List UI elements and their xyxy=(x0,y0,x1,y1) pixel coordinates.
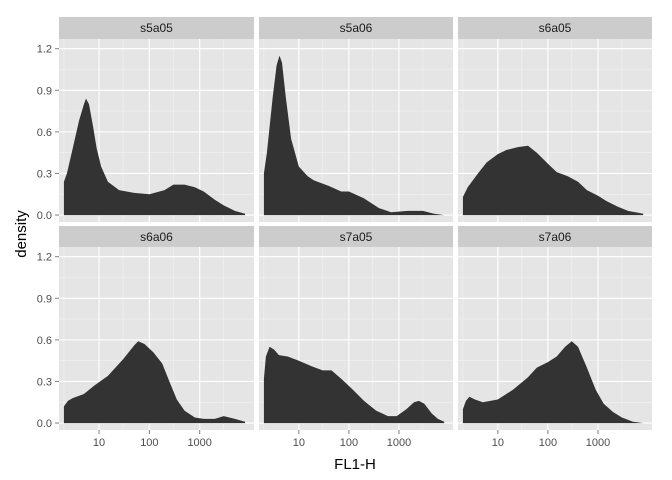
facet-strip xyxy=(259,226,453,248)
facet-strip-label: s5a06 xyxy=(340,21,373,35)
y-axes: 0.0 0.3 0.6 0.9 1.2 0.0 0.3 0.6 0.9 1.2 xyxy=(37,44,59,430)
facet-strip xyxy=(259,17,453,39)
x-tick-label: 1000 xyxy=(387,437,411,449)
facet-panel-s5a06: s5a06 xyxy=(259,17,453,222)
x-tick-label: 100 xyxy=(340,437,358,449)
facet-strip xyxy=(59,17,254,39)
y-tick-label: 0.0 xyxy=(37,418,52,430)
density-area-s7a06 xyxy=(462,341,644,424)
y-tick-label: 0.6 xyxy=(37,127,52,139)
x-tick-label: 1000 xyxy=(187,437,211,449)
facet-panel-s6a06: s6a06 xyxy=(59,226,254,430)
density-area-s5a06 xyxy=(263,55,445,216)
facet-strip xyxy=(59,226,254,248)
facet-strip xyxy=(458,17,652,39)
y-tick-label: 1.2 xyxy=(37,252,52,264)
facet-panel-s7a05: s7a05 xyxy=(259,226,453,430)
x-tick-label: 100 xyxy=(539,437,557,449)
x-tick-label: 10 xyxy=(492,437,504,449)
y-tick-label: 0.9 xyxy=(37,85,52,97)
density-area-s7a05 xyxy=(263,346,445,424)
y-tick-label: 1.2 xyxy=(37,44,52,56)
facet-panels: s5a05 s5a06 s6a05 s6a06 s7a05 s7a06 xyxy=(59,17,652,430)
facet-strip-label: s7a05 xyxy=(340,230,373,244)
x-axes: 10 100 1000 10 100 1000 10 100 1000 xyxy=(93,430,610,449)
y-axis-title: density xyxy=(13,210,30,258)
y-tick-label: 0.6 xyxy=(37,335,52,347)
density-area-s6a05 xyxy=(462,145,644,216)
x-axis-title: FL1-H xyxy=(334,456,376,473)
x-tick-label: 10 xyxy=(93,437,105,449)
facet-panel-s5a05: s5a05 xyxy=(59,17,254,222)
facet-strip-label: s6a06 xyxy=(140,230,173,244)
y-tick-label: 0.3 xyxy=(37,376,52,388)
facet-strip-label: s7a06 xyxy=(539,230,572,244)
facet-strip-label: s6a05 xyxy=(539,21,572,35)
density-area-s5a05 xyxy=(63,98,246,216)
x-tick-label: 100 xyxy=(140,437,158,449)
y-tick-label: 0.3 xyxy=(37,168,52,180)
x-tick-label: 10 xyxy=(293,437,305,449)
density-area-s6a06 xyxy=(63,341,246,424)
y-tick-label: 0.9 xyxy=(37,293,52,305)
facet-panel-s7a06: s7a06 xyxy=(458,226,652,430)
facet-panel-s6a05: s6a05 xyxy=(458,17,652,222)
x-tick-label: 1000 xyxy=(586,437,610,449)
facet-strip-label: s5a05 xyxy=(140,21,173,35)
facet-strip xyxy=(458,226,652,248)
y-tick-label: 0.0 xyxy=(37,210,52,222)
